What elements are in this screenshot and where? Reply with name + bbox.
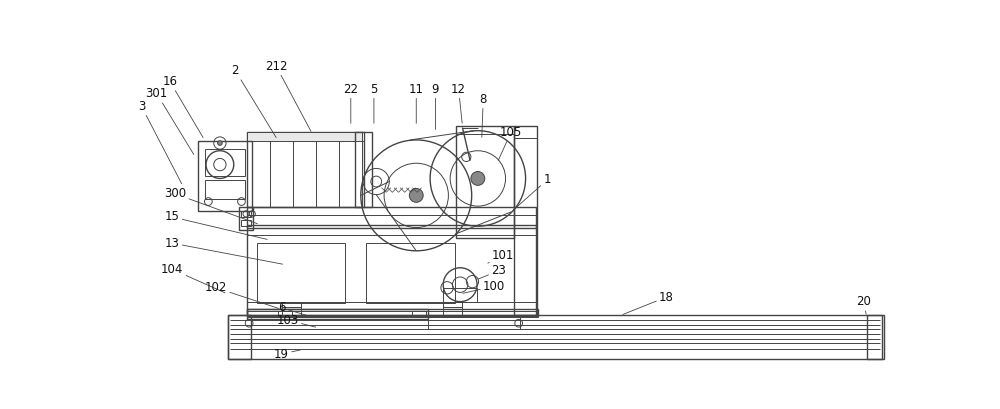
Text: 18: 18 bbox=[623, 290, 674, 315]
Text: 3: 3 bbox=[138, 99, 182, 184]
Circle shape bbox=[218, 141, 222, 145]
Text: 102: 102 bbox=[205, 281, 279, 308]
Text: 6: 6 bbox=[278, 301, 310, 316]
Bar bbox=[228, 315, 251, 360]
Text: 300: 300 bbox=[164, 187, 257, 224]
Text: 103: 103 bbox=[277, 314, 316, 327]
Bar bbox=[443, 288, 477, 302]
Text: 12: 12 bbox=[451, 83, 466, 124]
Text: 8: 8 bbox=[480, 92, 487, 137]
Text: 101: 101 bbox=[488, 249, 514, 263]
Text: 16: 16 bbox=[162, 75, 203, 137]
Bar bbox=[282, 302, 301, 315]
Bar bbox=[247, 302, 536, 315]
Bar bbox=[867, 315, 884, 360]
Text: 301: 301 bbox=[146, 87, 194, 155]
Text: 15: 15 bbox=[165, 211, 267, 239]
Bar bbox=[247, 311, 538, 317]
Bar bbox=[355, 132, 372, 207]
Bar bbox=[205, 149, 245, 176]
Bar bbox=[239, 207, 253, 230]
Text: 212: 212 bbox=[265, 60, 311, 131]
Text: 1: 1 bbox=[515, 173, 551, 209]
Bar bbox=[247, 225, 536, 315]
Text: 22: 22 bbox=[343, 83, 358, 123]
Text: 11: 11 bbox=[409, 83, 424, 123]
Bar bbox=[366, 243, 455, 303]
Bar bbox=[247, 132, 364, 142]
Bar bbox=[198, 142, 252, 211]
Text: 100: 100 bbox=[463, 280, 505, 293]
Text: 2: 2 bbox=[232, 64, 276, 137]
Bar bbox=[456, 126, 514, 238]
Bar bbox=[241, 220, 251, 226]
Text: 20: 20 bbox=[856, 295, 871, 314]
Bar bbox=[247, 309, 538, 315]
Text: 105: 105 bbox=[498, 126, 522, 160]
Bar bbox=[205, 180, 245, 199]
Bar bbox=[247, 309, 428, 319]
Circle shape bbox=[471, 171, 485, 185]
Text: 104: 104 bbox=[161, 263, 225, 293]
Bar bbox=[247, 225, 536, 236]
Circle shape bbox=[409, 189, 423, 202]
Text: 13: 13 bbox=[165, 237, 283, 264]
Bar bbox=[257, 243, 345, 303]
Bar bbox=[247, 207, 536, 229]
Bar bbox=[443, 302, 462, 315]
Bar bbox=[278, 311, 292, 317]
Bar bbox=[412, 311, 426, 317]
Bar bbox=[228, 315, 882, 360]
Bar bbox=[241, 211, 251, 217]
Bar bbox=[514, 126, 537, 315]
Text: 23: 23 bbox=[478, 264, 506, 279]
Text: 9: 9 bbox=[432, 83, 439, 130]
Text: 19: 19 bbox=[274, 348, 300, 360]
Bar bbox=[247, 132, 364, 207]
Text: 5: 5 bbox=[370, 83, 378, 123]
